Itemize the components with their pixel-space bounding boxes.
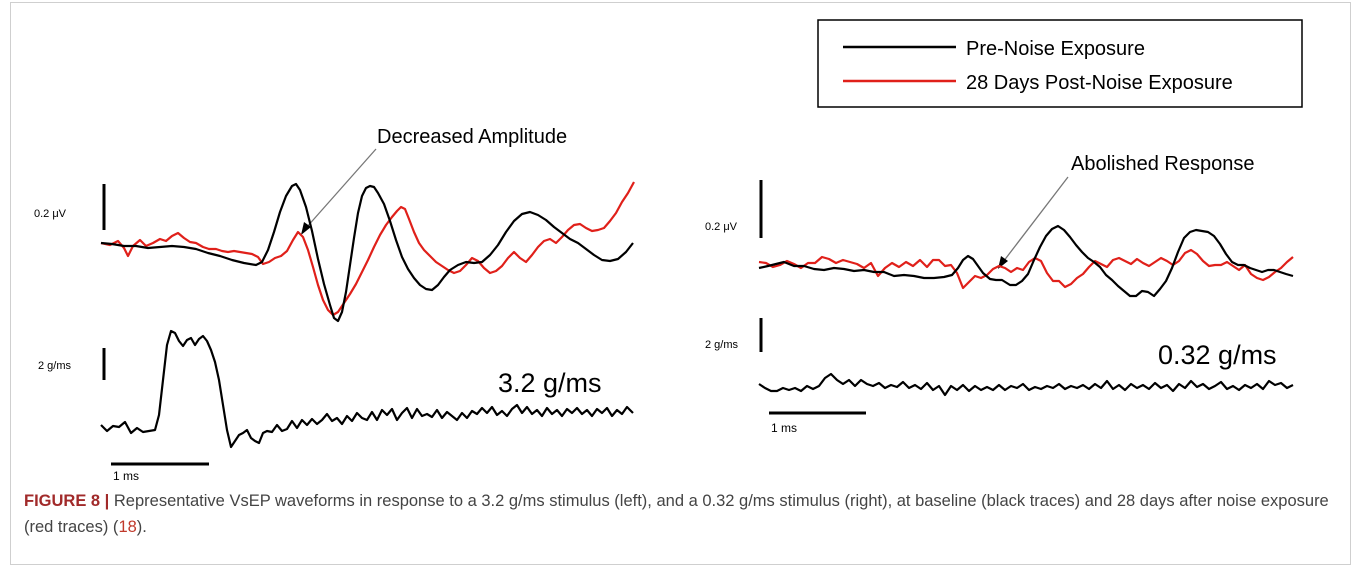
left-pre-trace xyxy=(100,182,634,323)
left-panel: Decreased Amplitude 0.2 μV 2 g/ms 3.2 g/… xyxy=(34,126,635,480)
legend-label-post: 28 Days Post-Noise Exposure xyxy=(966,72,1233,94)
right-post-trace xyxy=(758,248,1294,290)
left-annotation-arrowhead xyxy=(301,222,311,235)
right-annotation-arrow-line xyxy=(1002,176,1069,263)
right-time-scale-label: 1 ms xyxy=(771,421,797,435)
caption-text: Representative VsEP waveforms in respons… xyxy=(24,492,1329,536)
left-accel-scale-label: 2 g/ms xyxy=(38,360,72,372)
left-annotation: Decreased Amplitude xyxy=(377,126,567,148)
left-voltage-scale-label: 0.2 μV xyxy=(34,208,67,220)
legend: Pre-Noise Exposure 28 Days Post-Noise Ex… xyxy=(817,19,1303,108)
left-stimulus-trace xyxy=(100,329,634,449)
right-pre-trace xyxy=(758,224,1294,298)
left-time-scale-label: 1 ms xyxy=(113,469,139,480)
right-stimulus-label: 0.32 g/ms xyxy=(1158,340,1277,370)
left-annotation-arrow-line xyxy=(305,148,377,229)
caption-figure-label: FIGURE 8 | xyxy=(24,492,110,510)
figure-caption: FIGURE 8 | Representative VsEP waveforms… xyxy=(24,488,1336,540)
legend-label-pre: Pre-Noise Exposure xyxy=(966,38,1145,60)
right-voltage-scale-label: 0.2 μV xyxy=(705,221,738,233)
caption-reference-link[interactable]: 18 xyxy=(118,518,137,536)
left-post-trace xyxy=(100,181,635,317)
right-stimulus-trace xyxy=(758,372,1294,397)
caption-text-end: ). xyxy=(136,518,147,536)
legend-box xyxy=(817,19,1303,108)
right-annotation: Abolished Response xyxy=(1071,153,1254,175)
right-accel-scale-label: 2 g/ms xyxy=(705,339,739,351)
left-stimulus-label: 3.2 g/ms xyxy=(498,368,602,398)
vsep-figure: Pre-Noise Exposure 28 Days Post-Noise Ex… xyxy=(34,19,1303,480)
right-panel: Abolished Response 0.2 μV 2 g/ms 0.32 g/… xyxy=(705,153,1294,435)
